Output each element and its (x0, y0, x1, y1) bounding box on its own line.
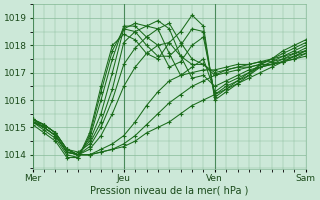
X-axis label: Pression niveau de la mer( hPa ): Pression niveau de la mer( hPa ) (90, 186, 248, 196)
